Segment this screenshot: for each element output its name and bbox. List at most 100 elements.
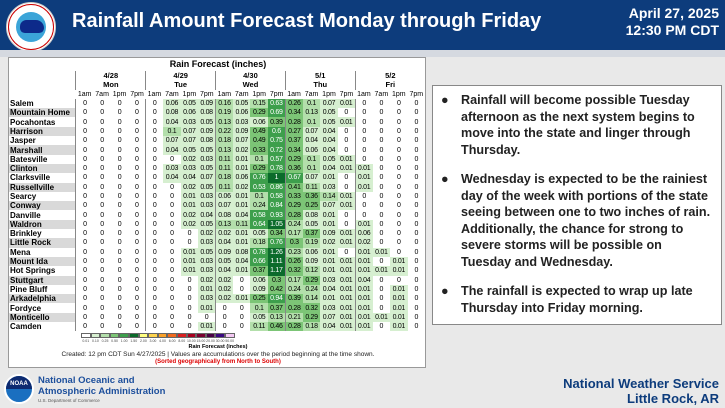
legend-swatch — [186, 333, 197, 338]
rain-value: 0 — [180, 284, 199, 295]
rain-value: 0.02 — [320, 238, 338, 248]
rain-value: 0.21 — [284, 312, 303, 323]
location-name: Mount Ida — [9, 256, 76, 267]
rain-value: 0 — [145, 182, 164, 192]
rain-value: 0.03 — [198, 256, 216, 267]
rain-value: 0.01 — [233, 154, 251, 164]
rain-value: 0.05 — [320, 117, 338, 127]
rain-value: 0.84 — [267, 201, 286, 211]
rain-value: 0 — [75, 229, 94, 239]
page-title: Rainfall Amount Forecast Monday through … — [72, 10, 542, 32]
rain-value: 0.01 — [354, 173, 373, 183]
rain-value: 0.05 — [180, 145, 199, 155]
legend-tick: 4.00 — [159, 339, 166, 343]
legend-swatch — [205, 333, 216, 338]
rain-value: 0.01 — [198, 284, 216, 295]
location-name: Mountain Home — [9, 108, 76, 118]
rain-value: 0 — [163, 256, 181, 267]
rain-value: 0.05 — [250, 312, 268, 323]
rain-value: 0.07 — [198, 173, 216, 183]
rain-value: 0 — [75, 136, 94, 146]
rain-value: 0 — [145, 247, 164, 257]
rain-value: 0 — [163, 312, 181, 323]
time-header-row: 1am 7am 1pm 7pm 1am 7am 1pm 7pm 1am 7am 1pm 7pm 1am 7… — [9, 90, 425, 99]
rain-value: 0.01 — [390, 284, 408, 295]
rain-value: 0 — [110, 163, 129, 174]
rain-value: 0.09 — [320, 229, 338, 239]
rain-value: 0.01 — [354, 284, 373, 295]
rain-value: 0.03 — [198, 201, 216, 211]
rain-value: 0.04 — [320, 145, 338, 155]
rain-value: 0 — [110, 229, 129, 239]
rain-value: 0.04 — [320, 284, 338, 295]
legend-tick: 1.50 — [130, 339, 138, 343]
rain-value: 0.13 — [215, 145, 233, 155]
rain-value: 0 — [93, 201, 111, 211]
bullet-icon: ● — [441, 172, 449, 186]
rain-value: 0.01 — [354, 312, 373, 323]
rain-value: 0.3 — [267, 275, 286, 285]
rain-value: 0.11 — [250, 322, 268, 332]
time-header: 1am — [77, 90, 92, 98]
location-name: Clinton — [9, 163, 76, 174]
day-header: Fri — [354, 80, 425, 90]
rain-value: 0.24 — [302, 284, 321, 295]
rain-value: 0 — [233, 275, 251, 285]
rain-value: 0.02 — [180, 219, 199, 230]
rain-value: 0.03 — [320, 275, 338, 285]
table-row: Jasper 0 0 0 0 0 0.07 0.07 0.08 0.18 0.07 0.49 0.75 0… — [9, 136, 425, 146]
rain-value: 0 — [75, 126, 94, 137]
rain-value: 0 — [93, 303, 111, 313]
rain-value: 0.18 — [215, 136, 233, 146]
rain-value: 0 — [337, 247, 356, 257]
rain-value: 0.19 — [215, 108, 233, 118]
rain-value: 0.05 — [250, 229, 268, 239]
rain-value: 0 — [145, 136, 164, 146]
rain-value: 0 — [75, 294, 94, 304]
rain-value: 0.26 — [284, 98, 303, 109]
rain-value: 0.36 — [302, 191, 321, 202]
rain-value: 0 — [93, 117, 111, 127]
rain-value: 0 — [354, 98, 373, 109]
rain-value: 0 — [93, 247, 111, 257]
rain-value: 0.16 — [215, 98, 233, 109]
bullet-text: Wednesday is expected to be the rainiest… — [461, 172, 711, 269]
rain-value: 0 — [75, 312, 94, 323]
rain-value: 0 — [93, 284, 111, 295]
rain-value: 0 — [215, 303, 233, 313]
rain-value: 0 — [180, 322, 199, 332]
rain-value: 0 — [407, 247, 425, 257]
rain-value: 0.01 — [354, 322, 373, 332]
time-header: 1am — [147, 90, 162, 98]
rain-value: 0 — [233, 284, 251, 295]
rain-value: 0.29 — [250, 163, 268, 174]
rain-value: 0.04 — [163, 117, 181, 127]
table-title: Rain Forecast (inches) — [169, 59, 267, 69]
rain-value: 0 — [110, 98, 129, 109]
rain-value: 0 — [93, 145, 111, 155]
rain-value: 0 — [372, 145, 391, 155]
rain-value: 0 — [163, 247, 181, 257]
sorted-note: (Sorted geographically from North to Sou… — [155, 359, 281, 365]
rain-value: 0 — [372, 303, 391, 313]
rain-value: 0 — [390, 210, 408, 220]
table-row: Waldron 0 0 0 0 0 0 0.02 0.05 0.13 0.11 0.64 1.05 0.2… — [9, 219, 425, 230]
legend-swatch — [196, 333, 206, 338]
rain-value: 0 — [93, 219, 111, 230]
rain-value: 0 — [75, 238, 94, 248]
rain-value: 0.05 — [198, 182, 216, 192]
rain-value: 0 — [128, 163, 146, 174]
rain-value: 0 — [180, 312, 199, 323]
location-name: Mena — [10, 247, 31, 257]
office-location: Little Rock, AR — [627, 391, 719, 406]
rain-value: 0 — [390, 163, 408, 174]
rain-value: 0 — [128, 219, 146, 230]
table-row: Monticello 0 0 0 0 0 0 0 0 0 0 0.05 0.13 0.21 0.29 0.07… — [9, 312, 425, 323]
rain-value: 0 — [354, 154, 373, 164]
rain-value: 0.06 — [250, 117, 268, 127]
rain-value: 0 — [390, 173, 408, 183]
rain-value: 0 — [215, 322, 233, 332]
created-note: Created: 12 pm CDT Sun 4/27/2025 | Value… — [61, 351, 375, 358]
rain-value: 0 — [163, 229, 181, 239]
rain-value: 0.78 — [250, 247, 268, 257]
